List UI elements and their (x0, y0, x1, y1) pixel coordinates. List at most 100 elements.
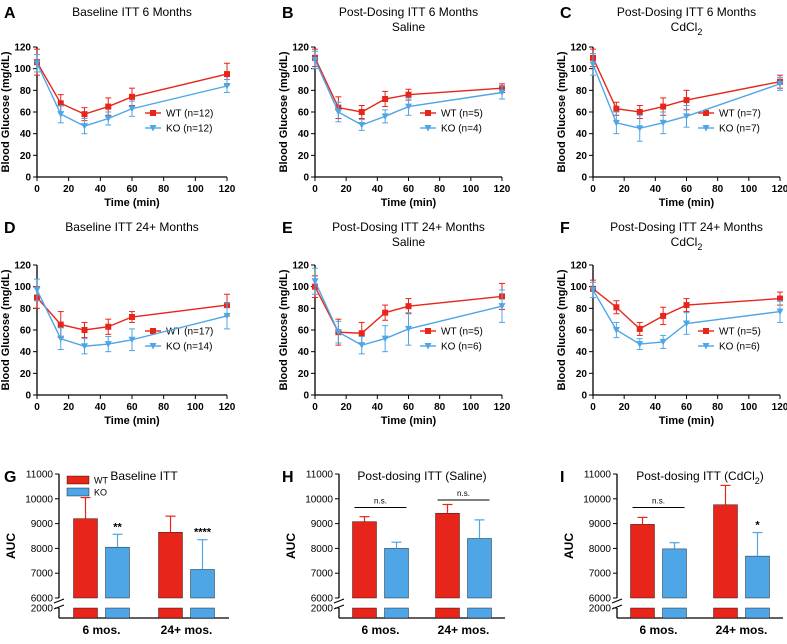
x-tick-label: 60 (126, 402, 138, 413)
series-line (36, 62, 228, 127)
data-point (311, 57, 319, 64)
legend-label: KO (n=6) (441, 342, 482, 353)
data-point (498, 89, 506, 96)
y-tick-label: 40 (20, 347, 32, 358)
legend-marker (150, 110, 156, 116)
bar-upper (662, 548, 687, 599)
series-line (36, 61, 228, 115)
bar-lower (73, 607, 98, 619)
legend-marker (424, 125, 432, 132)
chart-title-text: Baseline ITT (110, 469, 178, 483)
chart-title-text: CdCl (671, 235, 698, 249)
bar-upper (713, 504, 738, 599)
bar-upper (190, 569, 215, 599)
x-tick-label: 0 (590, 402, 596, 413)
y-tick-label: 80 (576, 304, 588, 315)
x-tick-label: 120 (494, 184, 511, 195)
y-tick-label: 20 (576, 369, 588, 380)
data-point (358, 330, 365, 337)
x-tick-label: 80 (434, 184, 446, 195)
series-line (314, 57, 503, 113)
legend-label: KO (n=12) (166, 124, 212, 135)
bar-lower (352, 607, 377, 619)
y-axis-label: Blood Glucose (mg/dL) (556, 51, 568, 172)
bar-upper (73, 518, 98, 599)
y-tick-label: 120 (570, 43, 587, 54)
y-tick-label: 60 (20, 326, 32, 337)
axis-break-mark (53, 598, 65, 604)
y-tick-label: 120 (292, 261, 309, 272)
series-ko: KO (n=12) (33, 54, 231, 135)
bar-upper (630, 524, 655, 599)
y-axis-label: AUC (562, 533, 576, 559)
data-point (612, 119, 620, 127)
data-point (81, 111, 88, 118)
y-tick-label: 2000 (311, 604, 334, 615)
category-label: 24+ mos. (716, 623, 768, 637)
x-tick-label: 40 (372, 402, 384, 413)
chart-title: Saline (392, 20, 426, 34)
x-tick-label: 80 (434, 402, 446, 413)
y-tick-label: 60 (576, 108, 588, 119)
x-tick-label: 0 (312, 402, 318, 413)
data-point (776, 308, 784, 316)
line-chart-D: Baseline ITT 24+ Months 0 20 40 60 80 100 120 0 2… (0, 220, 236, 427)
panel-letter: E (282, 220, 293, 237)
data-point (683, 113, 690, 120)
data-point (381, 335, 389, 343)
y-tick-label: 80 (298, 304, 310, 315)
bar-upper (745, 555, 770, 599)
x-tick-label: 60 (403, 402, 415, 413)
panel-letter: C (560, 5, 572, 22)
category-label: 6 mos. (639, 623, 677, 637)
chart-title-text: Post-Dosing ITT 6 Months (617, 5, 756, 19)
y-tick-label: 100 (14, 282, 31, 293)
chart-title-text: Post-Dosing ITT 24+ Months (332, 220, 485, 234)
data-point (636, 109, 643, 115)
data-point (683, 320, 690, 327)
y-tick-label: 100 (570, 282, 587, 293)
series-line (592, 289, 781, 345)
y-tick-label: 60 (298, 326, 310, 337)
chart-title: Baseline ITT 6 Months (72, 5, 192, 19)
x-tick-label: 100 (740, 402, 757, 413)
chart-title: Baseline ITT (110, 469, 178, 483)
y-tick-label: 6000 (31, 594, 54, 605)
data-point (776, 80, 784, 88)
x-tick-label: 80 (712, 184, 724, 195)
chart-title-subscript: 2 (755, 476, 760, 486)
x-tick-label: 20 (63, 402, 75, 413)
data-point (381, 113, 389, 120)
chart-title-subscript: 2 (697, 27, 702, 37)
data-point (33, 286, 41, 294)
bar-lower (190, 607, 215, 619)
bracket-label: n.s. (457, 489, 470, 498)
y-tick-label: 10000 (583, 494, 611, 505)
chart-title-text: Post-Dosing ITT 6 Months (339, 5, 478, 19)
y-axis-label: Blood Glucose (mg/dL) (0, 51, 12, 172)
chart-title-text: Saline (392, 20, 426, 34)
panel-letter: G (4, 469, 16, 486)
legend-label: KO (94, 488, 107, 498)
chart-title-end: ) (760, 469, 764, 483)
x-tick-label: 40 (95, 402, 107, 413)
data-point (223, 83, 231, 90)
bar-lower (467, 607, 492, 619)
series-ko: KO (n=7) (589, 53, 784, 142)
legend-marker (703, 110, 709, 116)
chart-title-text: Post-Dosing ITT 24+ Months (610, 220, 763, 234)
chart-title: CdCl2 (671, 235, 703, 252)
x-tick-label: 80 (158, 402, 170, 413)
y-tick-label: 40 (298, 347, 310, 358)
y-tick-label: 20 (298, 369, 310, 380)
panel-letter: I (560, 469, 564, 486)
series-line (314, 59, 503, 126)
chart-title-text: CdCl (671, 20, 698, 34)
data-point (104, 341, 112, 348)
chart-title: Post-dosing ITT (CdCl2) (636, 469, 764, 486)
significance-label: **** (194, 527, 212, 539)
y-tick-label: 7000 (589, 569, 612, 580)
legend-label: WT (n=5) (441, 109, 483, 120)
data-point (636, 125, 644, 132)
